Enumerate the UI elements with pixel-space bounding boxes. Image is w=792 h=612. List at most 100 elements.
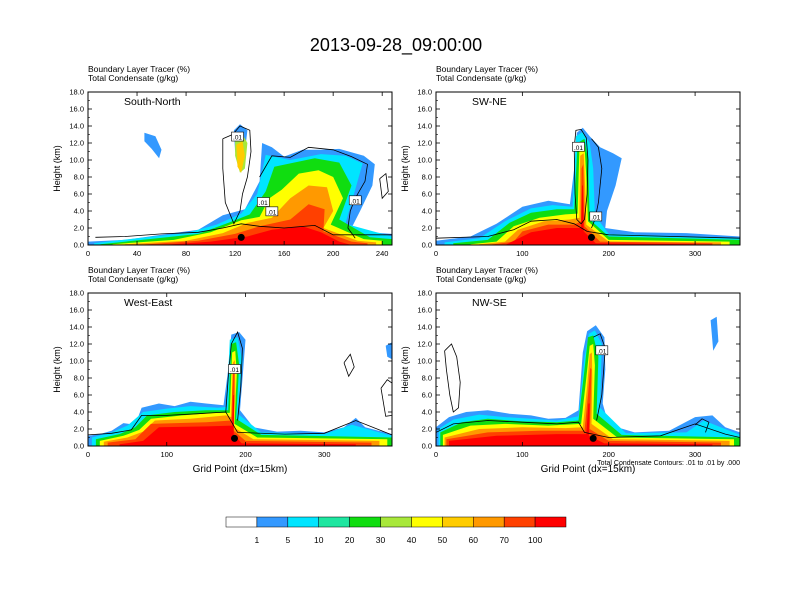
y-tick-label: 8.0 [74, 173, 84, 182]
panel-label: South-North [124, 96, 181, 108]
chart-panel-3: .01 0.0 2.0 4.0 6.0 8.0 10.0 12.0 14.0 16.0 18.0 0 1… [52, 265, 393, 475]
tracer-shading-4 [470, 144, 730, 245]
y-tick-label: 0.0 [74, 241, 84, 250]
left-string-condensate: Total Condensate (g/kg) [88, 274, 178, 284]
y-axis-label: Height (km) [52, 346, 62, 393]
tracer-shading-8 [236, 141, 245, 173]
y-tick-label: 18.0 [69, 88, 84, 97]
contour-label-box-4 [348, 195, 362, 206]
plot-content: .01 .01 .01 .01 [88, 124, 392, 245]
colorbar-swatch-3 [287, 516, 319, 528]
colorbar-swatch-6 [380, 516, 412, 528]
colorbar-label-1: 1 [255, 535, 260, 545]
x-tick-label: 200 [602, 249, 615, 258]
y-tick-label: 18.0 [417, 88, 432, 97]
colorbar-label-100: 100 [528, 535, 542, 545]
x-tick-label: 300 [318, 450, 331, 459]
x-tick-label: 160 [278, 249, 291, 258]
y-tick-label: 0.0 [422, 442, 432, 451]
x-axis-label: Grid Point (dx=15km) [541, 464, 636, 475]
contour-label-1: .01 [574, 145, 583, 152]
y-tick-label: 16.0 [417, 306, 432, 315]
condensate-contour-4 [380, 379, 392, 417]
y-tick-label: 6.0 [74, 391, 84, 400]
condensate-contour-4 [694, 418, 710, 433]
left-string-tracer: Boundary Layer Tracer (%) [88, 64, 190, 74]
condensate-contour-2 [225, 331, 243, 421]
tracer-shading-7 [505, 185, 696, 245]
condensate-contour-1 [436, 420, 740, 438]
y-tick-label: 10.0 [417, 357, 432, 366]
storm-center-marker [589, 434, 597, 442]
colorbar-label-30: 30 [376, 535, 386, 545]
y-tick-label: 10.0 [69, 357, 84, 366]
plot-content: .01 [88, 331, 392, 446]
y-tick-label: 6.0 [422, 190, 432, 199]
y-tick-label: 12.0 [69, 139, 84, 148]
tracer-shading-2 [385, 342, 392, 360]
panel-label: SW-NE [472, 96, 507, 108]
x-tick-label: 300 [689, 450, 702, 459]
y-tick-label: 10.0 [417, 156, 432, 165]
x-tick-label: 240 [376, 249, 389, 258]
y-tick-label: 2.0 [422, 425, 432, 434]
colorbar-swatch-1 [225, 516, 258, 528]
y-tick-label: 14.0 [417, 323, 432, 332]
y-tick-label: 16.0 [417, 105, 432, 114]
y-tick-label: 0.0 [74, 442, 84, 451]
y-tick-label: 16.0 [69, 306, 84, 315]
left-string-condensate: Total Condensate (g/kg) [436, 73, 526, 83]
y-tick-label: 18.0 [69, 289, 84, 298]
colorbar-swatch-4 [318, 516, 350, 528]
y-tick-label: 4.0 [74, 207, 84, 216]
y-tick-label: 12.0 [417, 340, 432, 349]
x-tick-label: 0 [434, 450, 438, 459]
contour-label-1: .01 [597, 348, 606, 355]
condensate-contour-2 [222, 125, 252, 225]
y-tick-label: 4.0 [422, 207, 432, 216]
panel-label: NW-SE [472, 297, 507, 309]
storm-center-marker [230, 434, 238, 442]
condensate-contour-1 [95, 223, 392, 238]
contour-label-2: .01 [591, 214, 600, 221]
figure-title: 2013-09-28_09:00:00 [310, 35, 482, 56]
y-tick-label: 0.0 [422, 241, 432, 250]
tracer-shading-8 [119, 395, 356, 446]
tracer-shading-3 [144, 132, 162, 159]
storm-center-marker [237, 233, 245, 241]
x-tick-label: 100 [516, 450, 529, 459]
y-tick-label: 10.0 [69, 156, 84, 165]
y-tick-label: 18.0 [417, 289, 432, 298]
tracer-shading-6 [444, 352, 730, 446]
chart-panels: .01 .01 .01 .01 0.0 2.0 4.0 6.0 8.0 10.0 12.0 14.0 1… [52, 64, 741, 475]
y-tick-label: 2.0 [74, 224, 84, 233]
contour-footnote: Total Condensate Contours: .01 to .01 by… [597, 460, 740, 467]
x-axis-label: Grid Point (dx=15km) [193, 464, 288, 475]
condensate-contour-3 [259, 146, 368, 239]
condensate-contour-4 [379, 172, 389, 200]
contour-label-3: .01 [267, 209, 276, 216]
colorbar-swatch-9 [473, 516, 505, 528]
plot-content: .01 [436, 316, 740, 446]
contour-label-box-1 [572, 141, 585, 152]
x-tick-label: 40 [133, 249, 141, 258]
chart-panel-2: .01 .01 0.0 2.0 4.0 6.0 8.0 10.0 12.0 14.0 16.0 18.… [400, 64, 741, 258]
x-tick-label: 300 [689, 249, 702, 258]
contour-label-box-1 [228, 364, 241, 374]
y-tick-label: 8.0 [74, 374, 84, 383]
y-tick-label: 16.0 [69, 105, 84, 114]
y-tick-label: 4.0 [422, 408, 432, 417]
y-tick-label: 12.0 [417, 139, 432, 148]
contour-label-2: .01 [259, 200, 268, 207]
condensate-contour-1 [88, 411, 392, 436]
left-string-condensate: Total Condensate (g/kg) [88, 73, 178, 83]
y-tick-label: 6.0 [74, 190, 84, 199]
left-string-tracer: Boundary Layer Tracer (%) [88, 265, 190, 275]
y-axis-label: Height (km) [400, 346, 410, 393]
left-string-condensate: Total Condensate (g/kg) [436, 274, 526, 284]
colorbar-label-40: 40 [407, 535, 417, 545]
colorbar-swatch-5 [349, 516, 381, 528]
left-string-tracer: Boundary Layer Tracer (%) [436, 265, 538, 275]
y-axis-label: Height (km) [52, 145, 62, 192]
left-string-tracer: Boundary Layer Tracer (%) [436, 64, 538, 74]
